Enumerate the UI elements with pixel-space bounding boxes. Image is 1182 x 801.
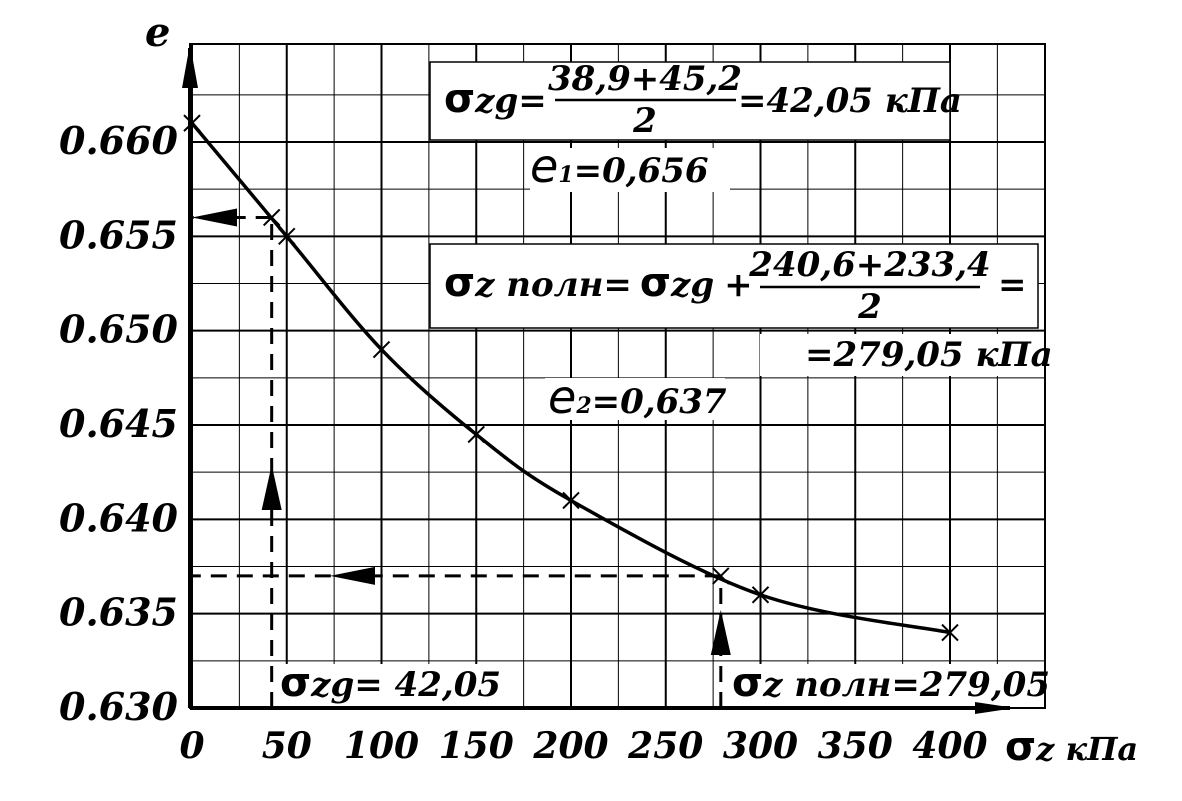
anno4-e: e <box>548 370 576 424</box>
anno5-sub: zg= 42,05 <box>310 665 501 705</box>
axes <box>182 44 1015 714</box>
x-axis-unit: z кПа <box>1035 730 1138 768</box>
marker-stroke <box>562 491 580 510</box>
anno2-val: =0,656 <box>574 151 709 191</box>
annotation-szg-result: =42,05 кПа <box>738 81 962 121</box>
annotation-sz-result: =279,05 кПа <box>805 335 1053 375</box>
x-tick-label: 400 <box>912 725 987 767</box>
anno2-sub: 1 <box>558 162 573 188</box>
x-tick-label: 350 <box>818 725 893 767</box>
y-tick-labels: 0.630 0.635 0.640 0.645 0.650 0.655 0.660 <box>59 118 179 729</box>
guide-up-arrow <box>710 610 731 655</box>
anno2-e: e <box>530 139 558 193</box>
x-axis-sigma: σ <box>1005 724 1036 770</box>
y-tick-label: 0.630 <box>59 684 179 729</box>
x-tick-label: 50 <box>262 725 312 767</box>
marker-stroke <box>467 425 485 444</box>
anno3-sigma: σ <box>444 260 475 306</box>
data-markers <box>183 114 959 642</box>
anno3-sub2: zg <box>670 265 714 305</box>
marker-stroke <box>278 227 296 246</box>
annotation-szg-formula: σzg= <box>444 76 547 122</box>
anno4-sub: 2 <box>575 393 591 419</box>
y-tick-label: 0.655 <box>59 212 178 257</box>
x-tick-label: 250 <box>627 725 703 767</box>
data-point-marker <box>372 340 391 359</box>
x-tick-label: 200 <box>532 725 608 767</box>
annotation-sz-numerator: 240,6+233,4 <box>748 245 990 285</box>
marker-stroke <box>712 567 730 585</box>
annotation-szg-denominator: 2 <box>632 101 657 141</box>
marker-stroke <box>183 114 201 132</box>
anno3-sigma2: σ <box>640 260 671 306</box>
data-point-marker <box>712 567 730 585</box>
x-tick-label: 150 <box>439 725 514 767</box>
y-axis-arrow <box>182 44 198 88</box>
x-tick-label: 0 <box>179 725 204 767</box>
annotation-e2: e2=0,637 <box>548 370 727 424</box>
data-point-marker <box>262 208 281 227</box>
y-axis-label: e <box>145 9 170 56</box>
data-point-marker <box>562 491 580 510</box>
data-point-marker <box>278 227 296 246</box>
y-tick-label: 0.645 <box>59 401 178 446</box>
anno3-sub: z полн= <box>474 265 632 305</box>
marker-stroke <box>372 340 391 359</box>
y-tick-label: 0.640 <box>59 495 179 540</box>
annotation-sz-denominator: 2 <box>857 287 882 327</box>
anno6-sub: z полн=279,05 <box>762 665 1050 705</box>
marker-stroke <box>751 586 770 604</box>
guide-left-arrow <box>330 566 375 585</box>
x-axis-arrow <box>975 702 1015 714</box>
y-tick-label: 0.635 <box>59 590 178 635</box>
anno5-sigma: σ <box>280 660 311 706</box>
y-tick-label: 0.660 <box>59 118 179 163</box>
guide-left-arrow <box>192 208 237 227</box>
x-axis-label: σz кПа <box>1005 724 1138 770</box>
anno6-sigma: σ <box>732 660 763 706</box>
y-tick-label: 0.650 <box>59 307 179 352</box>
marker-stroke <box>262 208 281 227</box>
anno3-plus: + <box>724 265 753 305</box>
annotation-szg-numerator: 38,9+45,2 <box>548 59 742 99</box>
data-point-marker <box>183 114 201 132</box>
annotation-e1: e1=0,656 <box>530 139 709 193</box>
data-point-marker <box>941 623 959 642</box>
x-tick-labels: 0 50 100 150 200 250 300 350 400 <box>179 725 987 767</box>
annotation-sz-full-value: σz полн=279,05 <box>732 660 1050 706</box>
annotation-szg-value: σzg= 42,05 <box>280 660 501 706</box>
data-point-marker <box>751 586 770 604</box>
anno1-sub: zg= <box>474 81 547 121</box>
x-tick-label: 100 <box>344 725 419 767</box>
guide-up-arrow <box>261 465 282 510</box>
anno4-val: =0,637 <box>592 382 727 422</box>
annotation-sz-full-formula: σz полн= σzg + <box>444 260 753 306</box>
guide-lines <box>190 208 731 708</box>
annotation-sz-equals: = <box>998 265 1027 305</box>
marker-stroke <box>941 623 959 642</box>
data-point-marker <box>467 425 485 444</box>
x-tick-label: 300 <box>723 725 798 767</box>
anno1-sigma: σ <box>444 76 475 122</box>
